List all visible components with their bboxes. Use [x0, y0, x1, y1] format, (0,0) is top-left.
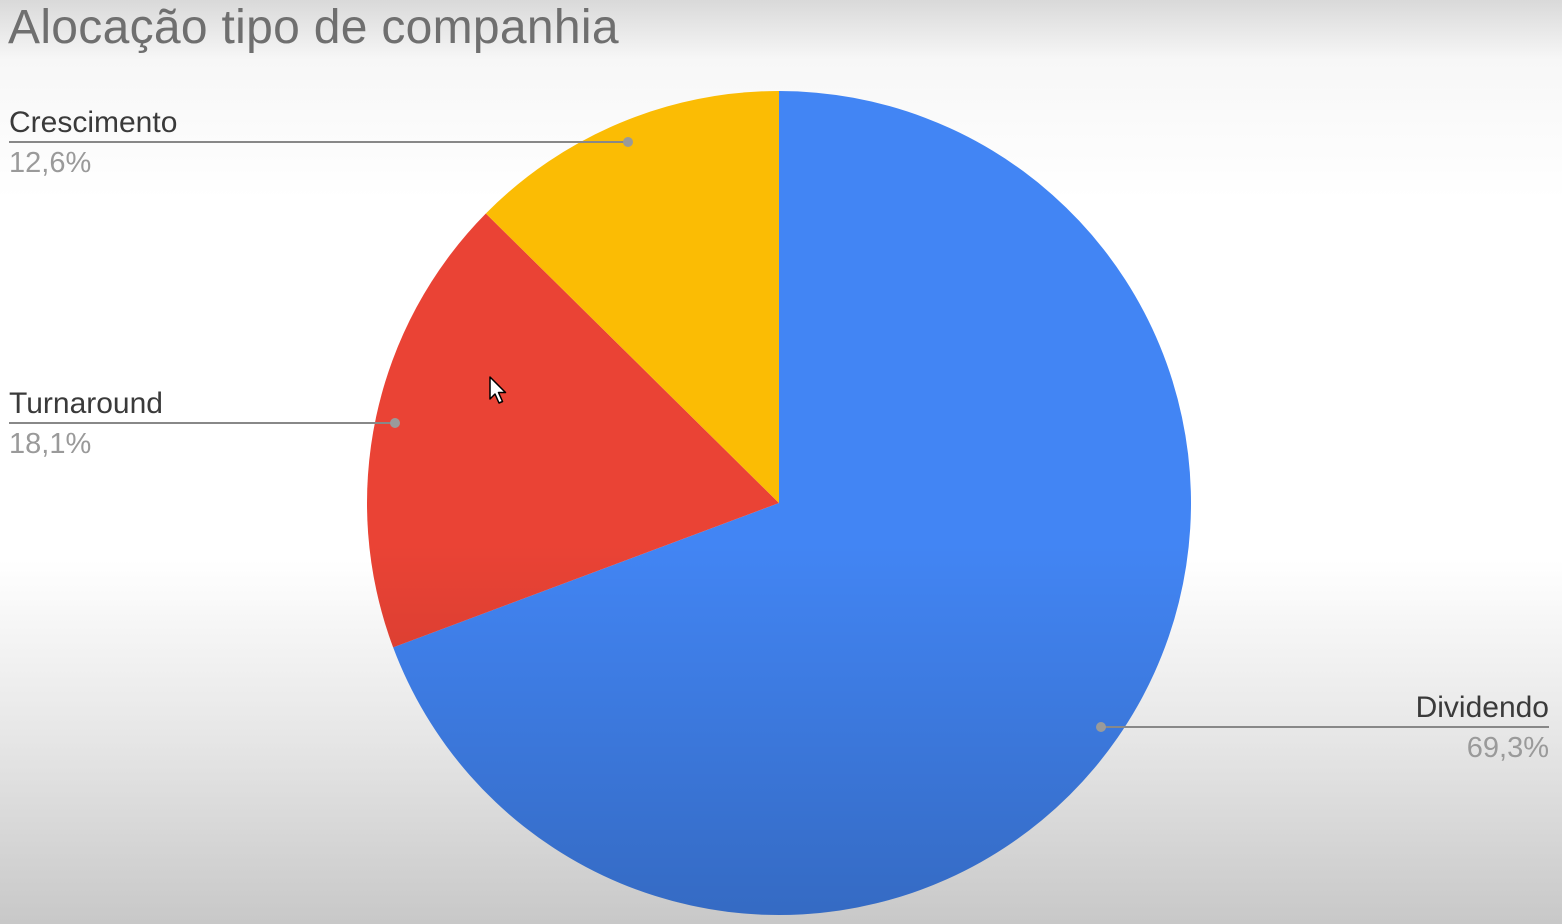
- leader-dot-dividendo: [1096, 722, 1106, 732]
- slice-label-turnaround: Turnaround: [9, 387, 163, 420]
- slice-value-turnaround: 18,1%: [9, 428, 91, 460]
- leader-dot-turnaround: [390, 418, 400, 428]
- mouse-pointer-icon: [489, 376, 507, 404]
- slice-label-crescimento: Crescimento: [9, 106, 177, 139]
- slice-label-dividendo: Dividendo: [1416, 691, 1549, 724]
- slice-value-crescimento: 12,6%: [9, 147, 91, 179]
- leader-dot-crescimento: [623, 137, 633, 147]
- chart-title: Alocação tipo de companhia: [8, 1, 619, 54]
- slice-value-dividendo: 69,3%: [1467, 732, 1549, 764]
